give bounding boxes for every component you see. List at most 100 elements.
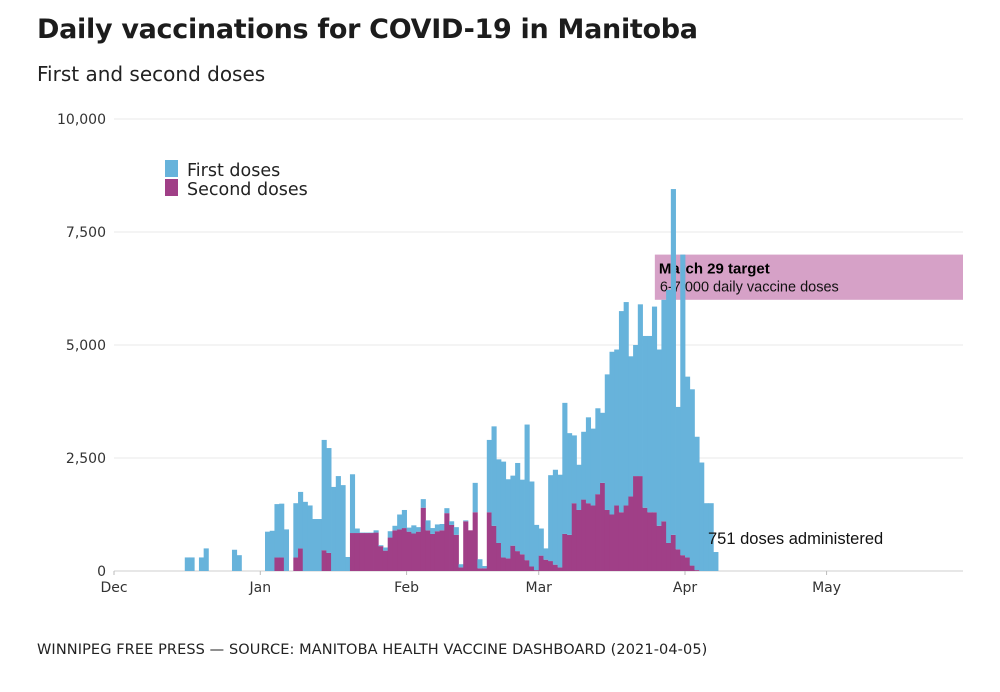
bar-first-doses (562, 402, 568, 534)
bar-second-doses (571, 503, 577, 571)
bar-first-doses (420, 499, 426, 508)
bar-first-doses (595, 408, 601, 495)
bar-first-doses (482, 566, 488, 569)
bar-first-doses (486, 439, 492, 513)
bar-second-doses (401, 528, 407, 571)
bar-second-doses (505, 558, 511, 571)
bar-second-doses (562, 533, 568, 571)
x-tick-label: Apr (673, 580, 697, 596)
bar-second-doses (496, 542, 502, 571)
bar-first-doses (312, 519, 318, 571)
bar-second-doses (614, 505, 620, 571)
bar-second-doses (628, 496, 634, 571)
chart-subtitle: First and second doses (37, 62, 266, 86)
bar-second-doses (274, 557, 280, 571)
bar-first-doses (279, 503, 285, 558)
bar-first-doses (661, 299, 667, 522)
bar-first-doses (345, 556, 351, 571)
bar-second-doses (524, 560, 530, 571)
bar-first-doses (694, 436, 700, 571)
bar-first-doses (283, 529, 290, 571)
bar-second-doses (548, 561, 554, 571)
bar-first-doses (647, 335, 653, 513)
bar-first-doses (458, 564, 464, 568)
bar-second-doses (581, 499, 587, 571)
bar-first-doses (689, 389, 695, 566)
bar-second-doses (500, 557, 507, 571)
x-tick-label: Dec (100, 580, 127, 596)
bar-second-doses (406, 531, 412, 571)
bar-first-doses (203, 548, 209, 571)
bar-second-doses (321, 550, 327, 571)
bar-second-doses (604, 509, 610, 571)
bar-second-doses (510, 545, 516, 571)
bar-second-doses (642, 507, 648, 571)
bar-first-doses (614, 349, 620, 506)
legend-label-second-doses: Second doses (187, 180, 308, 200)
y-tick-label: 5,000 (66, 338, 106, 354)
y-tick-label: 0 (97, 564, 106, 580)
bar-first-doses (529, 481, 535, 567)
bar-second-doses (359, 533, 365, 571)
bar-second-doses (458, 567, 464, 571)
bar-first-doses (703, 503, 709, 571)
legend: First doses Second doses (165, 160, 308, 200)
bar-second-doses (382, 550, 389, 571)
bar-first-doses (713, 552, 719, 571)
bar-first-doses (439, 523, 445, 531)
bar-first-doses (416, 527, 422, 532)
bar-second-doses (519, 554, 525, 571)
target-annotation-text: 6-7,000 daily vaccine doses (660, 280, 839, 296)
bar-second-doses (463, 521, 469, 571)
bar-first-doses (354, 528, 360, 534)
bar-first-doses (666, 289, 672, 543)
bar-first-doses (444, 508, 450, 514)
bar-second-doses (590, 505, 596, 571)
bar-first-doses (519, 479, 525, 555)
bar-second-doses (651, 512, 658, 571)
bar-first-doses (189, 557, 195, 571)
bar-first-doses (340, 485, 346, 571)
bar-second-doses (623, 505, 629, 571)
bar-first-doses (335, 476, 341, 571)
bar-second-doses (675, 549, 681, 571)
legend-swatch-first-doses (165, 160, 178, 177)
bar-first-doses (623, 302, 629, 506)
target-annotation-title: March 29 target (659, 261, 770, 278)
bar-second-doses (595, 494, 601, 571)
x-axis: Dec Jan Feb Mar Apr May (100, 571, 841, 596)
bar-first-doses (600, 412, 606, 483)
bar-second-doses (298, 548, 304, 571)
y-tick-label: 2,500 (66, 451, 106, 467)
bar-first-doses (401, 509, 407, 529)
bar-first-doses (581, 431, 587, 500)
bar-first-doses (628, 356, 634, 497)
bar-first-doses (576, 464, 582, 510)
bar-second-doses (567, 534, 573, 571)
legend-label-first-doses: First doses (187, 161, 280, 181)
bar-first-doses (505, 479, 511, 559)
bar-first-doses (321, 439, 327, 551)
bars (184, 189, 719, 571)
bar-first-doses (708, 503, 714, 571)
bar-first-doses (637, 304, 643, 477)
bar-first-doses (184, 557, 190, 571)
bar-second-doses (373, 532, 379, 571)
bar-second-doses (576, 509, 582, 571)
bar-first-doses (463, 520, 469, 522)
bar-second-doses (609, 514, 615, 571)
bar-second-doses (552, 564, 558, 571)
bar-first-doses (198, 557, 205, 571)
bar-first-doses (585, 417, 592, 504)
bar-first-doses (510, 475, 516, 546)
bar-first-doses (453, 527, 459, 535)
bar-first-doses (477, 559, 483, 569)
bar-first-doses (434, 524, 441, 532)
bar-first-doses (491, 426, 497, 526)
bar-first-doses (604, 374, 610, 510)
bar-second-doses (694, 570, 700, 571)
bar-second-doses (689, 565, 695, 571)
bar-second-doses (434, 531, 441, 571)
bar-second-doses (533, 570, 540, 571)
x-tick-label: May (812, 580, 841, 596)
